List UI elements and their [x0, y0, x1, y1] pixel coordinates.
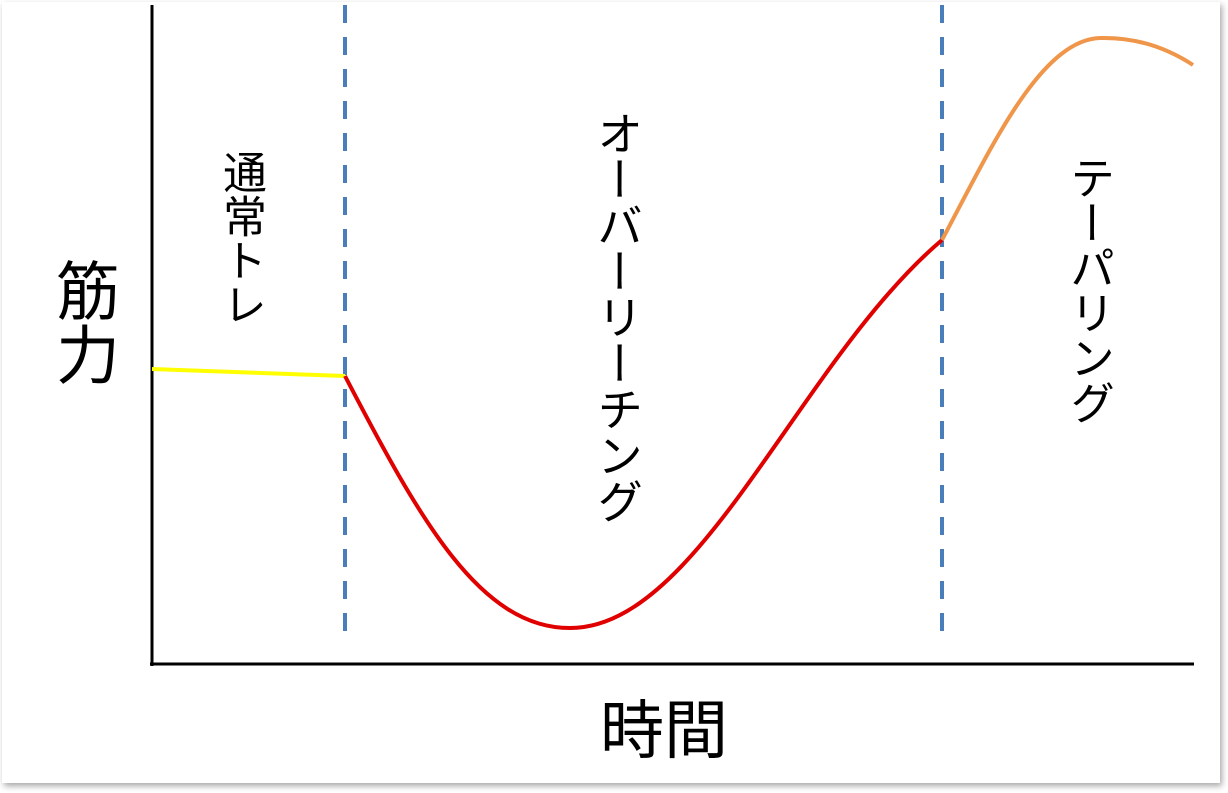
overreaching-curve: [343, 238, 944, 631]
phase-label: テーパリング: [1062, 155, 1115, 425]
frame: [2, 2, 1220, 783]
phase-label: オーバーリーチング: [590, 110, 644, 524]
tapering-curve: [940, 35, 1195, 241]
normal-training-curve: [151, 367, 346, 378]
phase-label: 通常トレ: [215, 150, 266, 326]
y-axis-label: 筋力: [45, 258, 119, 386]
x-axis-label: 時間: [600, 695, 728, 769]
